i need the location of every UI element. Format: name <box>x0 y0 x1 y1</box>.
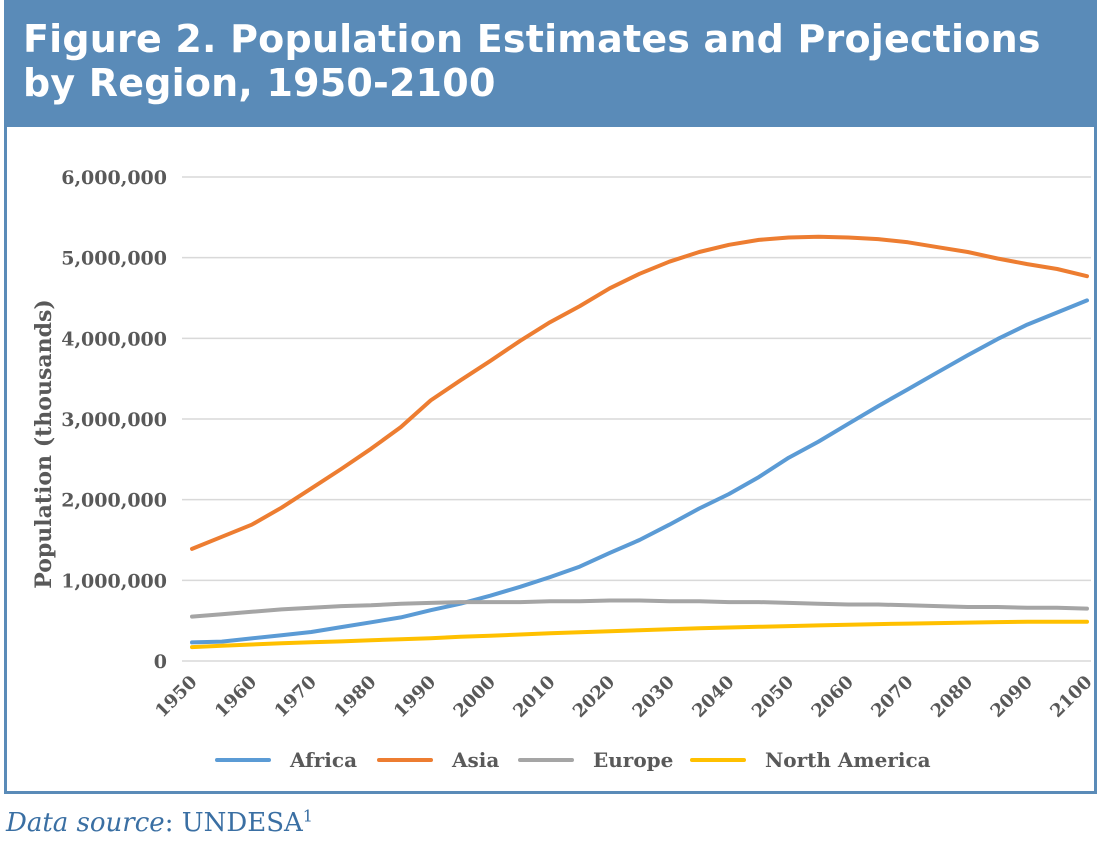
source-label: Data source <box>6 808 165 838</box>
grid-lines <box>182 176 1091 662</box>
x-tick-label: 2070 <box>867 672 917 722</box>
x-tick-label: 1970 <box>271 672 321 722</box>
x-tick-label: 2000 <box>450 672 500 722</box>
x-tick-label: 2100 <box>1046 672 1094 722</box>
figure-title: Figure 2. Population Estimates and Proje… <box>23 17 1041 105</box>
y-axis-ticks: 0 1,000,000 2,000,000 3,000,000 4,000,000 5,0… <box>61 167 167 673</box>
y-tick-label: 6,000,000 <box>61 167 167 189</box>
x-tick-label: 2060 <box>808 672 858 722</box>
legend-label: Asia <box>451 748 499 772</box>
source-separator: : <box>164 808 174 838</box>
y-tick-label: 5,000,000 <box>61 248 167 270</box>
x-tick-label: 1990 <box>390 672 440 722</box>
x-tick-label: 2010 <box>509 672 559 722</box>
series-line-africa <box>190 298 1089 645</box>
legend-label: Europe <box>593 748 673 772</box>
legend: Africa Asia Europe North America <box>215 748 931 772</box>
legend-label: North America <box>765 748 931 772</box>
y-tick-label: 4,000,000 <box>61 328 167 350</box>
source-name: UNDESA <box>181 808 303 838</box>
x-tick-label: 2090 <box>987 672 1037 722</box>
line-chart: 0 1,000,000 2,000,000 3,000,000 4,000,000 5,0… <box>31 167 1094 772</box>
x-tick-label: 1980 <box>330 672 380 722</box>
y-axis-label: Population (thousands) <box>31 299 57 589</box>
series-line-europe <box>190 598 1089 619</box>
y-tick-label: 0 <box>154 651 167 673</box>
x-tick-label: 1960 <box>211 672 261 722</box>
source-footnote: 1 <box>302 806 313 826</box>
y-tick-label: 2,000,000 <box>61 490 167 512</box>
x-tick-label: 2040 <box>688 672 738 722</box>
x-tick-label: 2020 <box>569 672 619 722</box>
y-tick-label: 3,000,000 <box>61 409 167 431</box>
x-tick-label: 2080 <box>927 672 977 722</box>
data-source-note: Data source: UNDESA1 <box>6 806 313 840</box>
x-tick-label: 2050 <box>748 672 798 722</box>
title-bar: Figure 2. Population Estimates and Proje… <box>7 3 1094 127</box>
y-tick-label: 1,000,000 <box>61 570 167 592</box>
legend-label: Africa <box>289 748 357 772</box>
x-tick-label: 2030 <box>629 672 679 722</box>
series-line-asia <box>190 234 1089 551</box>
x-axis-ticks: 1950 1960 1970 1980 1990 2000 2010 2020 2030 2040… <box>151 672 1094 722</box>
figure-frame: Figure 2. Population Estimates and Proje… <box>4 0 1097 794</box>
series-lines <box>190 234 1089 650</box>
series-line-north-america <box>190 619 1089 650</box>
x-tick-label: 1950 <box>151 672 201 722</box>
